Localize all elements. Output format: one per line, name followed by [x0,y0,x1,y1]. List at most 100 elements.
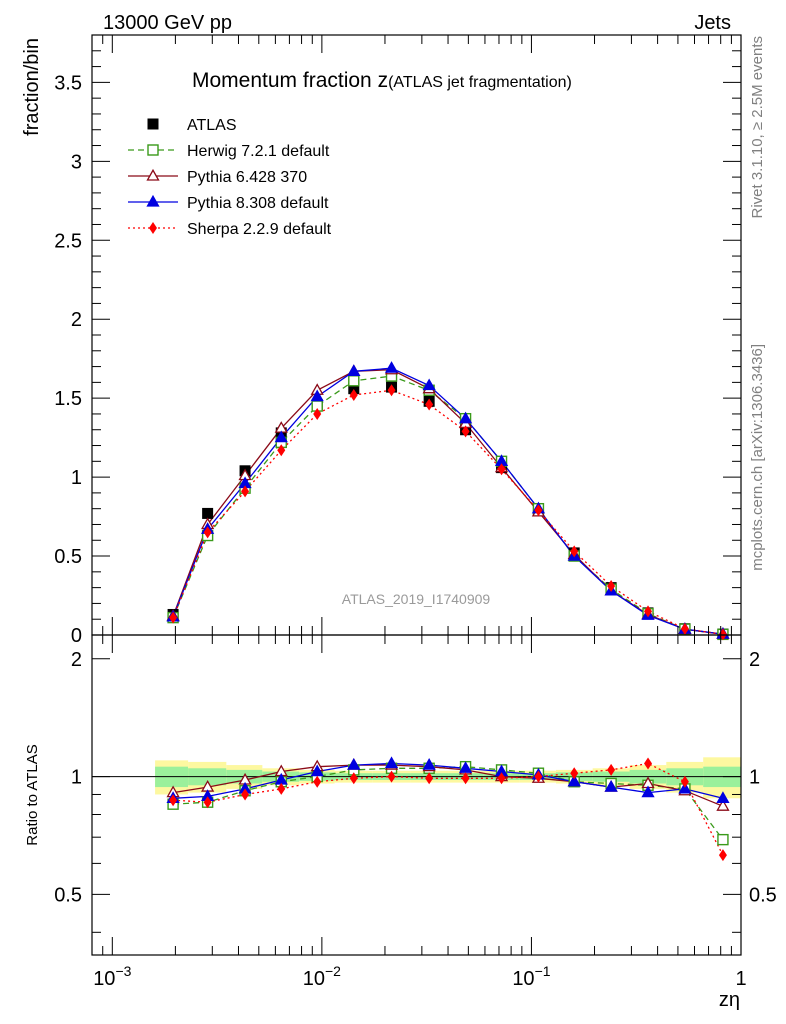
ratio-point-herwig-7-2-1-default-15 [717,833,729,846]
y-tick-label-1: 0.5 [54,546,82,568]
ratio-point-sherpa-2-2-9-default-11 [570,767,579,780]
legend-label-pythia-8-308-default: Pythia 8.308 default [187,195,329,212]
ratio-y-tick-label-1: 1 [71,767,82,789]
point-sherpa-2-2-9-default-9 [497,463,506,476]
ratio-point-sherpa-2-2-9-default-4 [313,775,322,788]
side-source-label: mcplots.cern.ch [arXiv:1306.3436] [749,344,766,571]
y-tick-label-0: 0 [71,625,82,647]
ratio-point-pythia-8-308-default-4 [310,764,324,777]
ratio-point-pythia-8-308-default-6 [384,756,399,769]
point-atlas-1 [202,507,214,519]
ratio-point-sherpa-2-2-9-default-0 [169,794,178,807]
point-sherpa-2-2-9-default-0 [169,611,178,624]
ratio-y-tick-label-2: 2 [71,649,82,671]
point-sherpa-2-2-9-default-1 [203,526,212,539]
ratio-point-pythia-6-428-370-15 [716,799,730,811]
y-tick-label-2: 1 [71,467,82,489]
series-lines [172,367,724,856]
ratio-line-pythia-8-308-default [173,762,724,799]
point-herwig-7-2-1-default-5 [348,375,360,387]
ratio-point-pythia-8-308-default-14 [678,781,692,794]
legend-marker-sherpa-2-2-9-default [149,222,157,234]
ratio-point-pythia-8-308-default-13 [641,785,655,798]
line-herwig-7-2-1-default [172,375,723,636]
ratio-y-tick-label-right-1: 1 [749,767,760,789]
ratio-point-sherpa-2-2-9-default-13 [644,757,653,770]
point-sherpa-2-2-9-default-13 [644,605,653,618]
line-sherpa-2-2-9-default [172,389,723,636]
ratio-point-sherpa-2-2-9-default-2 [241,788,250,801]
y-tick-label-4: 2 [71,309,82,331]
header-right: Jets [694,12,731,34]
analysis-watermark: ATLAS_2019_I1740909 [342,591,491,607]
ratio-y-axis-label: Ratio to ATLAS [24,744,41,845]
x-tick-label-1: 10−2 [303,963,341,990]
point-pythia-8-308-default-8 [458,411,473,424]
ratio-point-sherpa-2-2-9-default-5 [349,772,358,785]
ratio-line-pythia-6-428-370 [172,764,724,807]
ratio-point-pythia-8-308-default-5 [347,757,361,770]
ratio-y-tick-label-right-0: 0.5 [749,884,777,906]
ratio-point-pythia-8-308-default-12 [604,780,618,792]
ratio-y-tick-label-right-2: 2 [749,649,760,671]
ratio-point-sherpa-2-2-9-default-12 [607,763,616,776]
side-rivet-label: Rivet 3.1.10, ≥ 2.5M events [749,36,766,219]
point-sherpa-2-2-9-default-11 [570,545,579,558]
ratio-point-sherpa-2-2-9-default-3 [277,782,286,795]
point-atlas-5 [348,383,360,395]
y-axis-label: fraction/bin [21,38,43,136]
series-markers [166,361,730,862]
legend-label-sherpa-2-2-9-default: Sherpa 2.2.9 default [187,221,332,238]
ratio-point-sherpa-2-2-9-default-6 [387,770,396,783]
legend-label-herwig-7-2-1-default: Herwig 7.2.1 default [187,143,330,160]
ratio-point-pythia-8-308-default-11 [567,774,581,787]
line-pythia-8-308-default [172,367,723,635]
ratio-point-sherpa-2-2-9-default-1 [203,796,212,809]
legend-marker-herwig-7-2-1-default [147,144,159,156]
chart-title-main: Momentum fraction z [192,69,388,92]
ratio-point-sherpa-2-2-9-default-8 [461,772,470,785]
point-sherpa-2-2-9-default-5 [349,389,358,401]
legend-marker-pythia-8-308-default [146,194,160,207]
y-tick-label-3: 1.5 [54,388,82,410]
ratio-point-sherpa-2-2-9-default-15 [718,849,727,862]
legend-marker-atlas [147,118,159,130]
point-sherpa-2-2-9-default-3 [277,444,286,457]
point-sherpa-2-2-9-default-14 [680,622,689,635]
ratio-point-pythia-8-308-default-8 [458,761,473,773]
point-sherpa-2-2-9-default-12 [607,580,616,593]
point-pythia-8-308-default-7 [422,378,436,391]
point-sherpa-2-2-9-default-8 [461,425,470,438]
x-axis-label: zη [719,989,740,1011]
legend-marker-pythia-6-428-370 [146,168,160,181]
ratio-point-sherpa-2-2-9-default-14 [680,775,689,788]
header-left: 13000 GeV pp [103,12,232,34]
point-sherpa-2-2-9-default-10 [534,504,543,517]
ratio-line-sherpa-2-2-9-default [173,762,724,856]
ratio-point-sherpa-2-2-9-default-10 [534,770,543,783]
point-sherpa-2-2-9-default-6 [387,384,396,397]
axis-ticks: 10−3 10−2 10−1 1 0 0.5 1 1.5 2 2.5 3 3.5 0.5 0.5 1 1 2 2 [54,35,777,990]
point-pythia-8-308-default-4 [310,389,324,402]
x-tick-label-2: 10−1 [512,963,550,990]
ratio-point-pythia-8-308-default-7 [422,757,436,770]
chart-title-sub: (ATLAS jet fragmentation) [388,74,572,91]
point-sherpa-2-2-9-default-7 [425,398,434,411]
point-pythia-8-308-default-6 [384,361,399,373]
point-pythia-8-308-default-5 [347,364,361,376]
ratio-point-sherpa-2-2-9-default-9 [497,772,506,785]
ratio-point-sherpa-2-2-9-default-7 [425,772,434,785]
chart-title: Momentum fraction z(ATLAS jet fragmentat… [192,69,572,92]
ratio-frame [91,634,742,956]
y-tick-label-6: 3 [71,151,82,173]
point-pythia-8-308-default-3 [274,430,288,443]
legend-label-atlas: ATLAS [187,117,237,134]
ratio-y-tick-label-0: 0.5 [54,884,82,906]
y-tick-label-5: 2.5 [54,230,82,252]
point-sherpa-2-2-9-default-4 [313,407,322,420]
ratio-line-herwig-7-2-1-default [173,766,724,840]
y-tick-label-7: 3.5 [54,72,82,94]
x-tick-label-3: 1 [735,968,746,990]
legend: ATLAS Herwig 7.2.1 default Pythia 6.428 37… [128,117,332,238]
